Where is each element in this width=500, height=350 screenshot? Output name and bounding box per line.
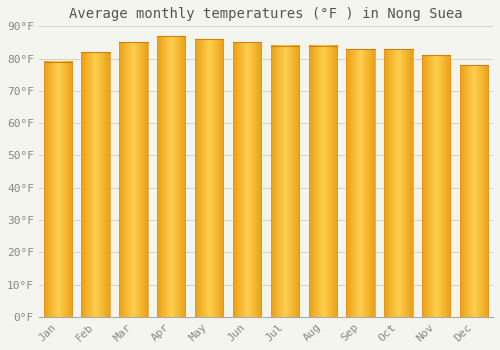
Title: Average monthly temperatures (°F ) in Nong Suea: Average monthly temperatures (°F ) in No…	[69, 7, 462, 21]
